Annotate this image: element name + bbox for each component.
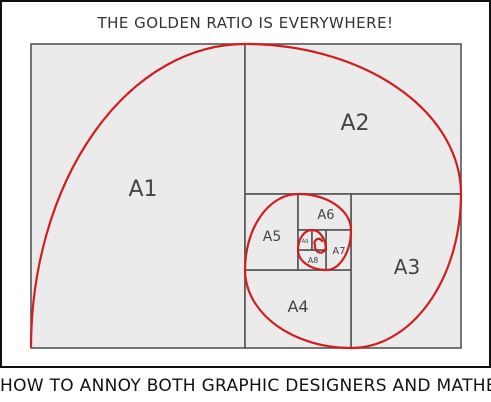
- panel-title: THE GOLDEN RATIO IS EVERYWHERE!: [97, 14, 394, 32]
- label-a1: A1: [128, 177, 157, 202]
- label-a6: A6: [317, 208, 334, 223]
- golden-spiral: [29, 42, 463, 350]
- region-a6: [297, 193, 352, 231]
- label-a4: A4: [287, 297, 308, 316]
- label-a9: A9: [302, 239, 309, 245]
- label-a2: A2: [340, 111, 369, 136]
- region-a3: [350, 193, 462, 349]
- label-a8: A8: [308, 256, 319, 265]
- region-a2: [244, 43, 462, 195]
- region-a5: [244, 193, 299, 271]
- label-a10: A10: [316, 237, 323, 241]
- label-a5: A5: [263, 229, 281, 245]
- golden-rectangle-drawing: A1 A2 A3 A4 A5 A6 A7 A8 A9 A10: [29, 42, 463, 350]
- label-a7: A7: [332, 246, 345, 257]
- region-a1: [30, 43, 246, 349]
- comic-caption: HOW TO ANNOY BOTH GRAPHIC DESIGNERS AND …: [0, 376, 491, 396]
- label-a3: A3: [394, 255, 420, 279]
